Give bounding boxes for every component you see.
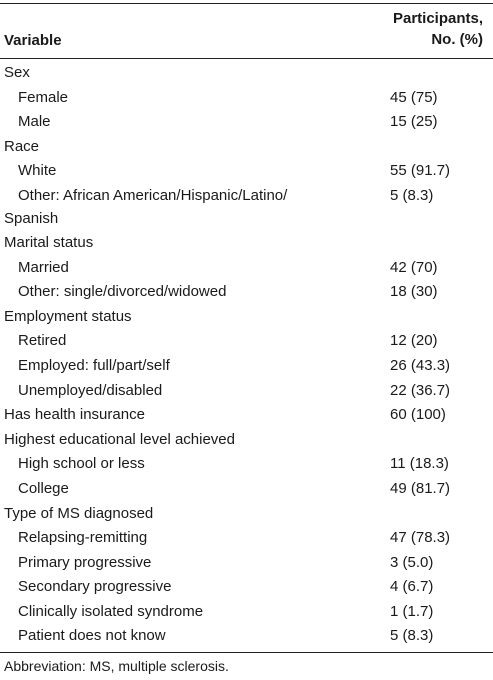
row-label-text: Female [18, 88, 69, 106]
table-row: Patient does not know 5 (8.3) [0, 624, 493, 649]
row-label: Marital status [4, 231, 93, 256]
row-label-text: College [18, 479, 69, 497]
row-label: Sex [4, 61, 30, 86]
table-row: Clinically isolated syndrome 1 (1.7) [0, 600, 493, 625]
row-label: High school or less [18, 452, 145, 477]
row-label: White [18, 159, 56, 184]
table-row: Male 15 (25) [0, 110, 493, 135]
table-row: Employed: full/part/self 26 (43.3) [0, 354, 493, 379]
table-section-row: Highest educational level achieved [0, 428, 493, 453]
table-bottom-rule [0, 652, 493, 653]
table-section-row: Employment status [0, 305, 493, 330]
table-row: High school or less 11 (18.3) [0, 452, 493, 477]
row-label: Married [18, 256, 69, 281]
table-header-rule [0, 58, 493, 59]
table-row: Female 45 (75) [0, 86, 493, 111]
row-label: Clinically isolated syndrome [18, 600, 203, 625]
row-label: Employment status [4, 305, 132, 330]
row-label-text: Race [4, 137, 40, 155]
row-label-text: Type of MS diagnosed [4, 504, 154, 522]
row-label: College [18, 477, 69, 502]
row-label: Employed: full/part/self [18, 354, 170, 379]
row-value: 55 (91.7) [390, 162, 451, 180]
table-row: Secondary progressive 4 (6.7) [0, 575, 493, 600]
row-label-text: Other: African American/Hispanic/Latino/ [18, 186, 288, 204]
table-row: White 55 (91.7) [0, 159, 493, 184]
row-label: Type of MS diagnosed [4, 502, 153, 527]
row-value: 5 (8.3) [390, 627, 434, 645]
table-body: Sex Female 45 (75) Male 15 (25) Race White 55 (… [0, 61, 493, 649]
table-row: Unemployed/disabled 22 (36.7) [0, 379, 493, 404]
row-value: 5 (8.3) [390, 186, 434, 204]
row-value: 60 (100) [390, 406, 446, 424]
row-label: Other: African American/Hispanic/Latino/… [4, 184, 368, 231]
row-value: 12 (20) [390, 332, 438, 350]
row-label-text: Employed: full/part/self [18, 356, 170, 374]
row-label-text: Unemployed/disabled [18, 381, 163, 399]
row-label-text: Relapsing-remitting [18, 529, 148, 547]
table-row: Retired 12 (20) [0, 329, 493, 354]
row-value: 4 (6.7) [390, 578, 434, 596]
row-value: 11 (18.3) [390, 455, 449, 473]
row-label: Male [18, 110, 51, 135]
table-section-row: Marital status [0, 231, 493, 256]
row-value: 47 (78.3) [390, 529, 451, 547]
column-header-participants-line1: Participants, [392, 10, 483, 27]
table-section-row: Type of MS diagnosed [0, 502, 493, 527]
row-value: 3 (5.0) [390, 553, 434, 571]
table-header: Variable Participants, No. (%) [0, 8, 493, 56]
row-value: 45 (75) [390, 88, 438, 106]
table-footnote: Abbreviation: MS, multiple sclerosis. [4, 658, 229, 674]
row-label-text: Patient does not know [18, 627, 166, 645]
row-label-text: Marital status [4, 233, 94, 251]
row-value: 49 (81.7) [390, 479, 451, 497]
row-label: Other: single/divorced/widowed [18, 280, 226, 305]
table-section-row: Sex [0, 61, 493, 86]
row-label-text: Employment status [4, 307, 132, 325]
row-value: 18 (30) [390, 283, 438, 301]
row-label-text: Retired [18, 332, 67, 350]
row-label: Highest educational level achieved [4, 428, 235, 453]
table-row: Married 42 (70) [0, 256, 493, 281]
row-label-text: White [18, 162, 57, 180]
table-row: Other: African American/Hispanic/Latino/… [0, 184, 493, 231]
column-header-participants-line2: No. (%) [431, 31, 483, 48]
table-row: Other: single/divorced/widowed 18 (30) [0, 280, 493, 305]
row-label: Secondary progressive [18, 575, 171, 600]
row-label: Female [18, 86, 68, 111]
row-label-text: High school or less [18, 455, 145, 473]
table-row: Primary progressive 3 (5.0) [0, 551, 493, 576]
row-label-text: Primary progressive [18, 553, 152, 571]
row-value: 26 (43.3) [390, 356, 451, 374]
table-section-row: Has health insurance 60 (100) [0, 403, 493, 428]
row-value: 1 (1.7) [390, 602, 434, 620]
column-header-variable: Variable [4, 32, 62, 49]
row-label: Unemployed/disabled [18, 379, 162, 404]
row-label-text: Clinically isolated syndrome [18, 602, 204, 620]
table-top-rule [0, 3, 493, 4]
row-label-text: Male [18, 113, 51, 131]
row-label-text: Married [18, 258, 69, 276]
row-label: Race [4, 135, 39, 160]
row-label-text: Other: single/divorced/widowed [18, 283, 227, 301]
row-label-text: Secondary progressive [18, 578, 172, 596]
row-label: Patient does not know [18, 624, 166, 649]
row-label: Retired [18, 329, 66, 354]
row-label-text: Has health insurance [4, 406, 145, 424]
row-label-text: Highest educational level achieved [4, 430, 235, 448]
column-header-participants: Participants, No. (%) [393, 8, 483, 50]
row-label-text: Sex [4, 64, 30, 81]
table-row: Relapsing-remitting 47 (78.3) [0, 526, 493, 551]
row-value: 22 (36.7) [390, 381, 451, 399]
table-row: College 49 (81.7) [0, 477, 493, 502]
row-label: Relapsing-remitting [18, 526, 147, 551]
row-value: 42 (70) [390, 258, 438, 276]
row-value: 15 (25) [390, 113, 438, 131]
table-section-row: Race [0, 135, 493, 160]
row-label-continuation: Spanish [4, 210, 59, 228]
row-label: Primary progressive [18, 551, 151, 576]
row-label: Has health insurance [4, 403, 145, 428]
